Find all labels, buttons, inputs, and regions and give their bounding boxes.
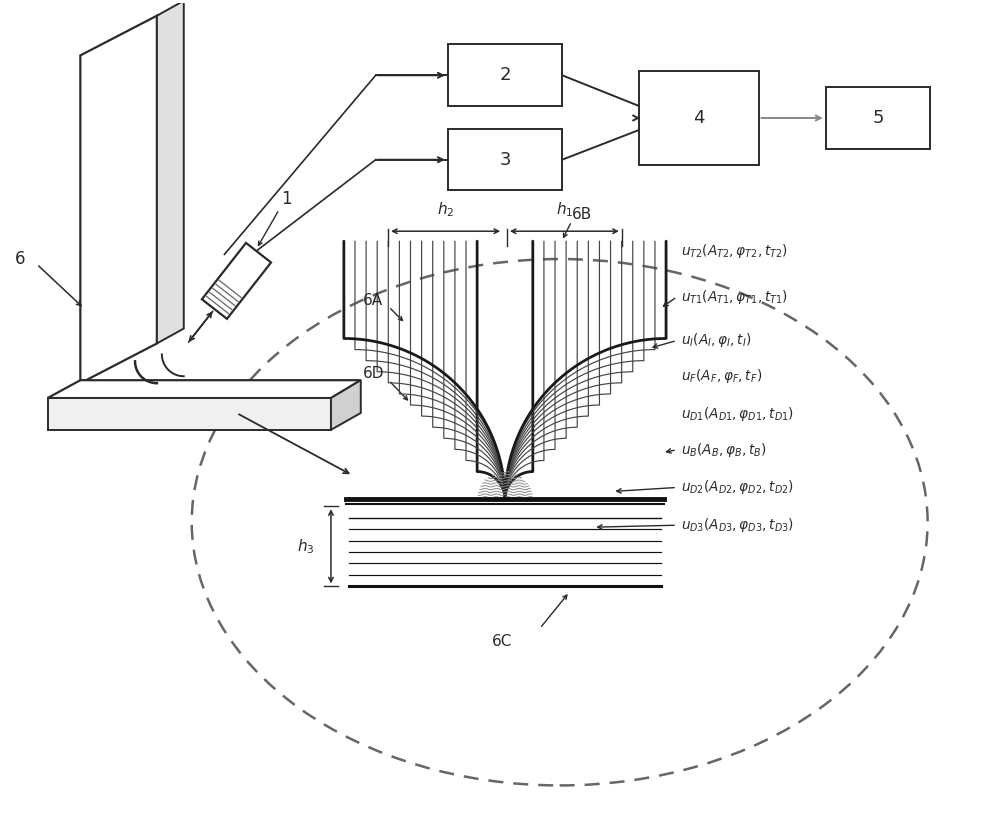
Text: 2: 2: [499, 66, 511, 84]
Text: $u_{T2}(A_{T2},\varphi_{T2},t_{T2})$: $u_{T2}(A_{T2},\varphi_{T2},t_{T2})$: [681, 242, 788, 260]
Bar: [448, 44, 562, 106]
Bar: [639, 71, 759, 165]
Polygon shape: [80, 16, 157, 383]
Bar: [826, 88, 930, 149]
Text: 5: 5: [872, 109, 884, 127]
Text: 6D: 6D: [363, 366, 384, 380]
Polygon shape: [157, 1, 184, 344]
Text: $u_{D1}(A_{D1},\varphi_{D1},t_{D1})$: $u_{D1}(A_{D1},\varphi_{D1},t_{D1})$: [681, 405, 794, 423]
Text: 6: 6: [15, 250, 25, 268]
Text: 6A: 6A: [363, 293, 383, 308]
Text: $u_{F}(A_{F},\varphi_{F},t_{F})$: $u_{F}(A_{F},\varphi_{F},t_{F})$: [681, 367, 762, 385]
Text: 3: 3: [499, 151, 511, 169]
Text: $h_2$: $h_2$: [437, 200, 454, 219]
Text: 4: 4: [693, 109, 705, 127]
Polygon shape: [331, 380, 361, 429]
Text: $u_{T1}(A_{T1},\varphi_{T1},t_{T1})$: $u_{T1}(A_{T1},\varphi_{T1},t_{T1})$: [681, 288, 788, 306]
Text: $u_{D2}(A_{D2},\varphi_{D2},t_{D2})$: $u_{D2}(A_{D2},\varphi_{D2},t_{D2})$: [681, 479, 794, 497]
Text: 6B: 6B: [572, 207, 592, 222]
Text: $u_{B}(A_{B},\varphi_{B},t_{B})$: $u_{B}(A_{B},\varphi_{B},t_{B})$: [681, 441, 767, 459]
Polygon shape: [48, 380, 361, 398]
Text: 1: 1: [281, 191, 292, 209]
Text: 6C: 6C: [492, 635, 512, 649]
Text: $h_3$: $h_3$: [297, 537, 315, 555]
Text: $u_{D3}(A_{D3},\varphi_{D3},t_{D3})$: $u_{D3}(A_{D3},\varphi_{D3},t_{D3})$: [681, 516, 794, 534]
Bar: [448, 129, 562, 191]
Text: $h_1$: $h_1$: [556, 200, 573, 219]
Polygon shape: [48, 398, 331, 429]
Polygon shape: [202, 243, 271, 319]
Text: $u_{I}(A_{I},\varphi_{I},t_{I})$: $u_{I}(A_{I},\varphi_{I},t_{I})$: [681, 331, 752, 349]
